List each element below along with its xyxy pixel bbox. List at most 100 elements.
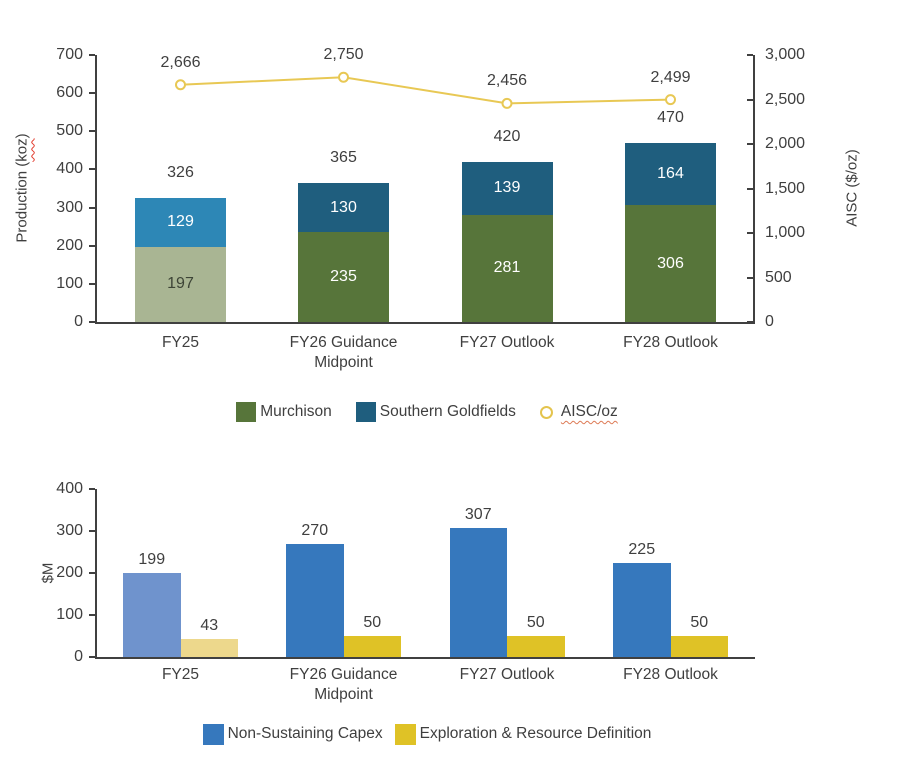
aisc-value-label: 2,666 bbox=[160, 53, 201, 71]
production-category-label-fy26-guidance: FY26 Guidance Midpoint bbox=[289, 334, 398, 371]
legend-item-southern-goldfields: Southern Goldfields bbox=[355, 402, 516, 422]
production-secondary-tick bbox=[747, 187, 753, 190]
production-y-tick-label: 600 bbox=[56, 84, 83, 102]
production-y-tick bbox=[89, 282, 95, 285]
production-secondary-axis-line bbox=[753, 55, 755, 324]
production-legend: Murchison Southern Goldfields AISC/oz bbox=[97, 400, 757, 424]
bar-exploration-resource-definition-fy26-guidance bbox=[343, 636, 401, 657]
production-secondary-tick-label: 2,000 bbox=[765, 135, 806, 152]
aisc-line-layer bbox=[175, 71, 676, 109]
bar-non-sustaining-capex-fy28-outlook bbox=[613, 562, 671, 657]
aisc-marker bbox=[338, 71, 349, 83]
bar-value-label: 130 bbox=[330, 198, 357, 216]
non-sustaining-capex-swatch-icon bbox=[202, 723, 224, 745]
production-category-label-fy27-outlook: FY27 Outlook bbox=[459, 334, 555, 351]
bar-value-label: 50 bbox=[363, 614, 382, 631]
bar-segment-murchison-fy26-guidance bbox=[298, 232, 389, 322]
bar-segment-southern-goldfields-fy25 bbox=[135, 197, 226, 247]
production-y-tick bbox=[89, 130, 95, 133]
legend-item-non-sustaining-capex: Non-Sustaining Capex bbox=[202, 723, 383, 745]
bar-segment-murchison-fy28-outlook bbox=[625, 205, 716, 322]
production-y-tick bbox=[89, 321, 95, 323]
bar-value-label: 139 bbox=[493, 179, 521, 197]
production-secondary-tick bbox=[747, 54, 753, 56]
production-y-tick-label: 100 bbox=[56, 274, 83, 292]
bar-value-label: 307 bbox=[464, 506, 492, 524]
stack-total-label: 326 bbox=[167, 163, 194, 181]
legend-label: Murchison bbox=[260, 403, 332, 420]
production-y-tick-label: 400 bbox=[56, 160, 83, 178]
aisc-line bbox=[180, 76, 671, 105]
bar-value-label: 197 bbox=[167, 275, 194, 293]
aisc-oz-marker-icon bbox=[539, 405, 553, 419]
production-secondary-tick-label: 1,500 bbox=[765, 179, 806, 197]
aisc-value-label: 2,750 bbox=[323, 46, 364, 64]
production-y-tick bbox=[89, 168, 95, 171]
bar-value-label: 129 bbox=[167, 213, 194, 231]
production-y-tick-label: 700 bbox=[56, 46, 83, 63]
production-y-tick bbox=[89, 92, 95, 95]
stack-total-label: 420 bbox=[493, 127, 521, 145]
capex-y-tick bbox=[89, 488, 95, 490]
production-y-tick bbox=[89, 54, 95, 56]
legend-item-exploration-resource-definition: Exploration & Resource Definition bbox=[394, 723, 652, 745]
bar-segment-southern-goldfields-fy28-outlook bbox=[625, 142, 716, 206]
bar-segment-southern-goldfields-fy26-guidance bbox=[298, 182, 389, 233]
legend-item-aisc-oz: AISC/oz bbox=[539, 403, 618, 421]
production-category-label-fy25: FY25 bbox=[161, 334, 200, 351]
stack-total-label: 470 bbox=[657, 108, 684, 126]
capex-category-label-fy26-guidance: FY26 Guidance Midpoint bbox=[289, 666, 398, 703]
southern-goldfields-swatch-icon bbox=[355, 402, 376, 422]
legend-label: Southern Goldfields bbox=[379, 403, 516, 420]
aisc-marker bbox=[501, 97, 513, 109]
aisc-marker bbox=[665, 94, 676, 106]
production-axis-title: Production (koz) bbox=[14, 133, 31, 242]
production-secondary-tick bbox=[747, 232, 753, 234]
capex-legend: Non-Sustaining Capex Exploration & Resour… bbox=[97, 722, 757, 746]
capex-y-tick-label: 400 bbox=[56, 480, 83, 497]
capex-y-tick bbox=[89, 530, 95, 532]
bar-value-label: 43 bbox=[200, 616, 219, 634]
bar-value-label: 199 bbox=[138, 551, 166, 569]
production-y-tick bbox=[89, 206, 95, 209]
production-secondary-tick-label: 3,000 bbox=[765, 46, 806, 63]
bar-value-label: 164 bbox=[657, 165, 684, 182]
stack-total-label: 365 bbox=[330, 148, 357, 166]
capex-y-tick bbox=[89, 572, 95, 574]
bar-exploration-resource-definition-fy27-outlook bbox=[507, 636, 565, 657]
bar-non-sustaining-capex-fy26-guidance bbox=[286, 543, 344, 657]
capex-y-tick-label: 100 bbox=[56, 606, 83, 623]
production-secondary-tick bbox=[747, 321, 753, 323]
production-secondary-tick bbox=[747, 98, 753, 101]
production-secondary-tick-label: 0 bbox=[765, 313, 774, 330]
capex-y-axis-line bbox=[95, 489, 97, 659]
bar-value-label: 235 bbox=[330, 268, 357, 286]
capex-x-axis-line bbox=[95, 657, 755, 659]
production-secondary-tick-label: 500 bbox=[765, 268, 792, 286]
capex-y-tick-label: 200 bbox=[56, 564, 83, 581]
capex-y-tick-label: 0 bbox=[74, 648, 83, 665]
legend-label: Exploration & Resource Definition bbox=[419, 725, 652, 742]
bar-non-sustaining-capex-fy27-outlook bbox=[449, 528, 507, 657]
bar-value-label: 50 bbox=[690, 614, 709, 631]
legend-label: Non-Sustaining Capex bbox=[227, 725, 383, 742]
production-secondary-tick-label: 1,000 bbox=[765, 224, 806, 241]
legend-item-murchison: Murchison bbox=[236, 402, 332, 422]
production-y-tick-label: 500 bbox=[56, 122, 83, 140]
capex-category-label-fy28-outlook: FY28 Outlook bbox=[623, 666, 718, 683]
production-y-tick bbox=[89, 244, 95, 247]
bar-segment-southern-goldfields-fy27-outlook bbox=[461, 161, 553, 215]
production-category-label-fy28-outlook: FY28 Outlook bbox=[623, 334, 718, 351]
production-y-tick-label: 200 bbox=[56, 236, 83, 254]
production-secondary-tick bbox=[747, 276, 753, 279]
bar-value-label: 225 bbox=[628, 540, 656, 558]
murchison-swatch-icon bbox=[236, 402, 257, 422]
capex-y-tick-label: 300 bbox=[56, 522, 83, 539]
production-x-axis-line bbox=[95, 322, 755, 324]
capex-category-label-fy27-outlook: FY27 Outlook bbox=[459, 666, 555, 683]
legend-label: AISC/oz bbox=[560, 403, 618, 420]
misspelled-word-koz: koz bbox=[13, 138, 31, 162]
capex-y-tick bbox=[89, 614, 95, 616]
bar-value-label: 270 bbox=[301, 521, 329, 539]
